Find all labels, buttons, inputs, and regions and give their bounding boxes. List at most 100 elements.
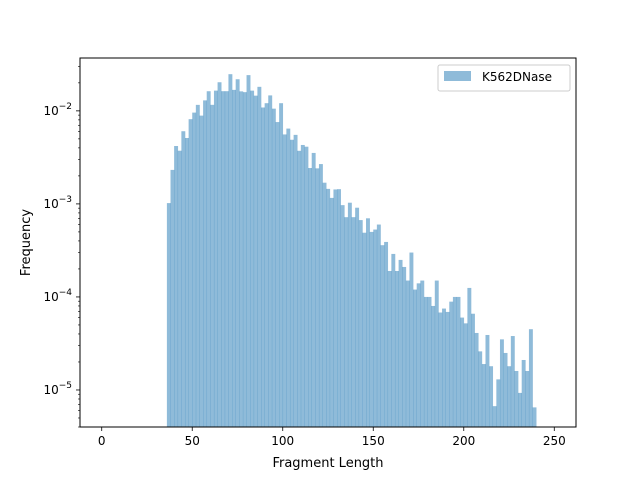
histogram-bars — [166, 74, 537, 428]
histogram-bar — [409, 252, 414, 427]
histogram-bar — [326, 188, 331, 427]
histogram-bar — [170, 169, 175, 427]
histogram-bar — [242, 92, 247, 427]
histogram-bar — [481, 364, 486, 427]
histogram-bar — [474, 332, 479, 427]
histogram-bar — [311, 152, 316, 428]
histogram-bar — [427, 296, 432, 427]
histogram-bar — [322, 182, 327, 427]
histogram-bar — [452, 296, 457, 427]
histogram-bar — [228, 74, 233, 427]
histogram-bar — [275, 122, 280, 427]
histogram-bar — [413, 289, 418, 427]
histogram-bar — [456, 296, 461, 427]
histogram-bar — [195, 104, 200, 427]
histogram-bar — [297, 150, 302, 427]
histogram-bar — [423, 296, 428, 427]
histogram-bar — [210, 104, 215, 428]
histogram-bar — [518, 392, 522, 427]
histogram-bar — [181, 131, 186, 428]
legend-label: K562DNase — [482, 70, 552, 84]
histogram-bar — [355, 207, 360, 427]
x-tick-label: 100 — [271, 434, 294, 448]
histogram-bar — [337, 189, 341, 427]
histogram-bar — [344, 217, 349, 427]
x-tick-label: 0 — [98, 434, 106, 448]
x-tick-label: 50 — [185, 434, 200, 448]
x-tick-label: 250 — [543, 434, 566, 448]
histogram-bar — [232, 89, 236, 428]
histogram-bar — [394, 271, 399, 427]
histogram-bar — [358, 220, 363, 427]
histogram-bar — [203, 100, 208, 428]
histogram-bar — [250, 90, 255, 427]
y-axis-label: Frequency — [19, 209, 34, 276]
histogram-bar — [391, 253, 396, 427]
histogram-bar — [217, 82, 222, 428]
histogram-bar — [521, 359, 526, 427]
histogram-bar — [485, 334, 490, 427]
histogram-bar — [478, 351, 483, 427]
histogram-bar — [380, 245, 385, 427]
histogram-bar — [289, 139, 294, 427]
histogram-bar — [177, 150, 182, 427]
histogram-bar — [271, 108, 276, 427]
histogram-bar — [199, 115, 204, 427]
histogram-bar — [489, 366, 494, 427]
x-axis-ticks: 0 50 100 150 200 250 — [98, 427, 566, 448]
histogram-bar — [318, 164, 323, 427]
histogram-bar — [463, 323, 468, 427]
histogram-bar — [373, 229, 378, 427]
histogram-bar — [221, 91, 226, 427]
y-tick-label: 10−5 — [43, 381, 72, 397]
histogram-bar — [445, 311, 450, 427]
histogram-bar — [416, 283, 421, 427]
histogram-bar — [398, 259, 403, 427]
histogram-bar — [369, 231, 374, 427]
y-tick-label: 10−2 — [43, 102, 72, 118]
histogram-bar — [333, 189, 338, 427]
histogram-bar — [329, 197, 334, 427]
histogram-bar — [293, 134, 298, 428]
y-axis-ticks: 10−5 10−4 10−3 10−2 — [43, 66, 80, 428]
histogram-bar — [264, 103, 269, 427]
histogram-bar — [449, 301, 454, 427]
histogram-bar — [315, 168, 320, 427]
histogram-bar — [239, 91, 244, 427]
legend-swatch — [444, 71, 471, 81]
histogram-bar — [235, 79, 240, 427]
x-axis-label: Fragment Length — [272, 456, 383, 471]
histogram-bar — [308, 168, 313, 427]
histogram-bar — [362, 232, 367, 427]
histogram-bar — [402, 266, 407, 427]
histogram-bar — [340, 205, 345, 427]
plot-frame — [79, 57, 577, 428]
histogram-bar — [166, 203, 171, 427]
histogram-bar — [496, 379, 501, 427]
histogram-bar — [467, 287, 472, 427]
histogram-bar — [188, 119, 193, 427]
histogram-bar — [261, 107, 265, 427]
histogram-bar — [366, 218, 370, 427]
histogram-bar — [282, 134, 287, 428]
x-tick-label: 200 — [452, 434, 475, 448]
histogram-bar — [347, 202, 352, 427]
histogram-bar — [510, 336, 515, 427]
histogram-bar — [387, 271, 392, 427]
histogram-bar — [528, 329, 533, 427]
histogram-bar — [224, 91, 229, 427]
histogram-bar — [525, 370, 530, 427]
histogram-bar — [192, 112, 197, 428]
histogram-bar — [434, 280, 439, 427]
histogram-bar — [376, 224, 381, 427]
histogram-bar — [503, 352, 508, 427]
y-tick-label: 10−3 — [43, 195, 72, 211]
histogram-bar — [471, 313, 475, 427]
histogram-bar — [460, 317, 465, 427]
histogram-bar — [431, 305, 436, 427]
histogram-bar — [442, 308, 446, 427]
histogram-bar — [286, 128, 291, 428]
histogram-bar — [420, 280, 425, 427]
